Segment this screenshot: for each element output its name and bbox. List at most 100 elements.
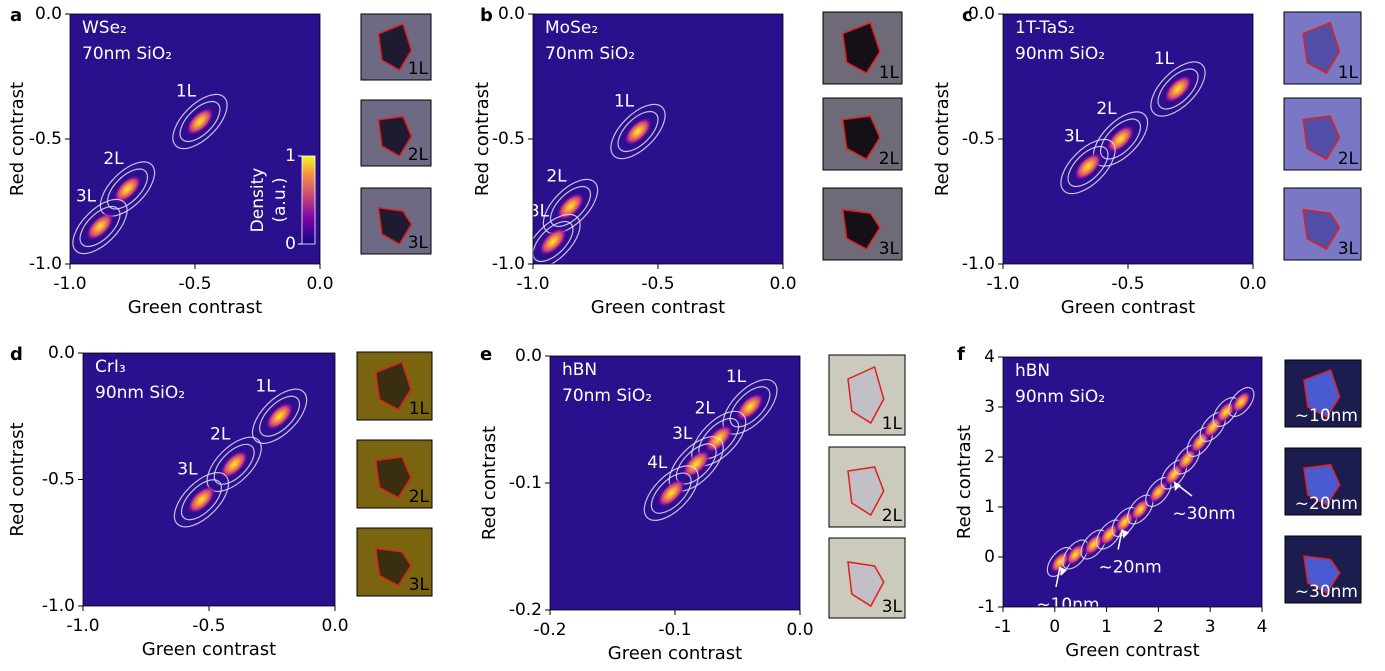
- y-tick-label: -0.5: [492, 129, 525, 149]
- x-tick-label: 0.0: [306, 274, 333, 294]
- plot-title: 90nm SiO₂: [95, 383, 185, 403]
- cluster-label: 1L: [1154, 49, 1175, 69]
- x-tick-label: -0.1: [658, 620, 691, 640]
- x-tick-label: -1.0: [66, 616, 99, 636]
- thumbnail-label: 2L: [882, 506, 903, 526]
- x-tick-label: -1.0: [53, 274, 86, 294]
- x-axis-label: Green contrast: [142, 639, 276, 660]
- panel: 1L 2L 3L 1T-TaS₂ 90nm SiO₂ -1.0 -0.5 0.0 -1.0 -0.…: [932, 4, 1361, 318]
- y-tick-label: -0.1: [509, 473, 542, 493]
- cluster-label: 2L: [210, 424, 231, 444]
- y-axis-label: Red contrast: [932, 82, 953, 196]
- plot-title: 70nm SiO₂: [82, 44, 172, 64]
- y-tick-label: -1.0: [29, 254, 62, 274]
- x-tick-label: -0.5: [192, 616, 225, 636]
- cluster-label: 3L: [76, 187, 97, 207]
- panel: 1L 2L 3L 4L hBN 70nm SiO₂ -0.2 -0.1 0.0 -0.2 -0.1 0…: [479, 344, 905, 664]
- cluster-label: 1L: [614, 92, 635, 112]
- x-axis-label: Green contrast: [128, 297, 262, 318]
- x-axis-label: Green contrast: [591, 297, 725, 318]
- plot-title: WSe₂: [82, 18, 127, 38]
- cluster-label: 1L: [726, 367, 747, 387]
- y-axis-label: Red contrast: [7, 82, 28, 196]
- y-axis-label: Red contrast: [954, 425, 975, 539]
- panel: ~10nm~20nm~30nmhBN90nm SiO₂-101234-10123…: [954, 344, 1361, 661]
- cluster-label: 3L: [529, 202, 550, 222]
- thumbnail-label: 1L: [409, 399, 430, 419]
- plot-title: hBN: [1015, 361, 1050, 381]
- panel: 1L2L3LWSe₂70nm SiO₂01Density(a.u.)-1.0-0…: [7, 4, 431, 318]
- thumbnail-label: 1L: [408, 59, 429, 79]
- x-tick-label: -0.2: [533, 620, 566, 640]
- thumbnail-label: 3L: [882, 597, 903, 617]
- y-tick-label: -1.0: [492, 254, 525, 274]
- y-tick-label: 0: [984, 547, 995, 567]
- y-tick-label: 0.0: [35, 4, 62, 24]
- thumbnail-label: 2L: [1338, 149, 1359, 169]
- plot-title: CrI₃: [95, 357, 126, 377]
- cluster-label: 2L: [546, 167, 567, 187]
- thumbnail-label: 2L: [879, 149, 900, 169]
- x-tick-label: 4: [1257, 617, 1268, 637]
- thumbnail-label: 3L: [408, 233, 429, 253]
- thumbnail-label: 2L: [408, 145, 429, 165]
- thumbnail-label: 3L: [409, 575, 430, 595]
- thumbnail-label: 3L: [1338, 239, 1359, 259]
- thumbnail-label: ~10nm: [1295, 406, 1358, 426]
- annotation: ~20nm: [1099, 558, 1162, 578]
- y-tick-label: 0.0: [515, 346, 542, 366]
- panel-letter: d: [10, 344, 23, 365]
- x-axis-label: Green contrast: [1061, 297, 1195, 318]
- cluster-label: 3L: [177, 460, 198, 480]
- plot-title: 90nm SiO₂: [1015, 44, 1105, 64]
- colorbar-label: (a.u.): [270, 177, 290, 222]
- cluster-label: 4L: [647, 453, 668, 473]
- y-tick-label: -0.5: [42, 470, 75, 490]
- thumbnail-label: 1L: [1338, 63, 1359, 83]
- plot-title: MoSe₂: [545, 18, 598, 38]
- y-tick-label: 0.0: [498, 4, 525, 24]
- colorbar: [302, 156, 315, 244]
- panel-letter: b: [480, 5, 493, 26]
- colorbar-label: Density: [248, 168, 268, 233]
- x-tick-label: -1.0: [986, 274, 1019, 294]
- y-tick-label: -1.0: [962, 254, 995, 274]
- y-tick-label: -1.0: [42, 596, 75, 616]
- x-tick-label: -1.0: [516, 274, 549, 294]
- panel-letter: e: [480, 344, 492, 365]
- x-tick-label: 0.0: [321, 616, 348, 636]
- colorbar-tick-label: 1: [285, 146, 296, 166]
- x-tick-label: 0.0: [1239, 274, 1266, 294]
- y-tick-label: -1: [978, 597, 995, 617]
- annotation: ~10nm: [1036, 595, 1099, 615]
- x-tick-label: 1: [1101, 617, 1112, 637]
- cluster-label: 1L: [255, 376, 276, 396]
- y-tick-label: -0.5: [29, 129, 62, 149]
- x-tick-label: 0.0: [786, 620, 813, 640]
- thumbnail-label: 2L: [409, 487, 430, 507]
- y-tick-label: 1: [984, 497, 995, 517]
- cluster-label: 2L: [695, 399, 716, 419]
- plot-title: 90nm SiO₂: [1015, 387, 1105, 407]
- x-tick-label: -0.5: [641, 274, 674, 294]
- plot-title: 70nm SiO₂: [562, 386, 652, 406]
- cluster-label: 1L: [176, 82, 197, 102]
- x-tick-label: 3: [1205, 617, 1216, 637]
- y-tick-label: -0.2: [509, 600, 542, 620]
- thumbnail-label: ~30nm: [1295, 582, 1358, 602]
- plot-title: 1T-TaS₂: [1015, 18, 1075, 38]
- thumbnail-label: 1L: [879, 63, 900, 83]
- panel-letter: a: [10, 5, 22, 26]
- panel-letter: c: [962, 5, 973, 26]
- cluster-label: 2L: [103, 149, 124, 169]
- y-axis-label: Red contrast: [7, 422, 28, 536]
- x-axis-label: Green contrast: [1065, 640, 1199, 661]
- y-axis-label: Red contrast: [472, 82, 493, 196]
- y-tick-label: 2: [984, 447, 995, 467]
- x-axis-label: Green contrast: [608, 643, 742, 664]
- panel-letter: f: [957, 344, 965, 365]
- y-tick-label: -0.5: [962, 129, 995, 149]
- y-tick-label: 0.0: [48, 343, 75, 363]
- plot-title: hBN: [562, 360, 597, 380]
- x-tick-label: -0.5: [1111, 274, 1144, 294]
